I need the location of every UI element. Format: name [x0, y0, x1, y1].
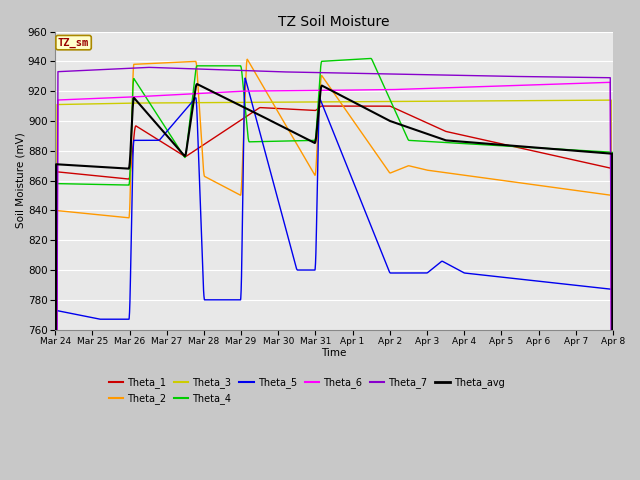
Theta_3	[115, 100, 123, 106]
Theta_avg	[598, 150, 606, 156]
Theta_2	[289, 135, 297, 141]
Theta_5	[115, 316, 123, 322]
Theta_3	[607, 97, 615, 103]
Theta_7	[289, 69, 297, 75]
Theta_6	[148, 93, 156, 99]
Theta_3	[265, 99, 273, 105]
Theta_avg	[289, 129, 297, 135]
Theta_1	[115, 175, 123, 181]
Line: Theta_6: Theta_6	[55, 82, 613, 480]
Theta_4	[148, 104, 156, 109]
Theta_6	[607, 79, 614, 85]
Theta_7	[115, 66, 123, 72]
Theta_2	[243, 56, 251, 62]
Theta_7	[598, 75, 606, 81]
Theta_5	[241, 75, 249, 81]
Theta_6	[598, 80, 605, 85]
Line: Theta_5: Theta_5	[55, 78, 613, 480]
Theta_5	[598, 285, 606, 291]
Theta_6	[115, 95, 123, 100]
Theta_1	[265, 105, 273, 111]
Theta_7	[148, 65, 156, 71]
Theta_3	[289, 99, 297, 105]
Theta_5	[289, 254, 297, 260]
Theta_avg	[266, 117, 273, 123]
Line: Theta_7: Theta_7	[55, 67, 613, 480]
Theta_avg	[148, 116, 156, 121]
Theta_1	[289, 107, 297, 112]
Theta_5	[148, 137, 156, 143]
Theta_2	[598, 191, 606, 197]
Theta_1	[318, 103, 326, 109]
Theta_avg	[193, 81, 201, 87]
Theta_avg	[115, 165, 123, 171]
Line: Theta_2: Theta_2	[55, 59, 613, 480]
Theta_7	[538, 74, 546, 80]
Theta_4	[289, 138, 297, 144]
Theta_6	[538, 82, 546, 87]
Theta_5	[538, 279, 546, 285]
Theta_1	[598, 163, 606, 169]
Theta_5	[266, 164, 273, 170]
Theta_4	[598, 149, 606, 155]
Theta_4	[265, 139, 273, 144]
X-axis label: Time: Time	[321, 348, 347, 358]
Line: Theta_4: Theta_4	[55, 59, 613, 480]
Theta_avg	[538, 145, 546, 151]
Legend: Theta_1, Theta_2, Theta_3, Theta_4, Theta_5, Theta_6, Theta_7, Theta_avg: Theta_1, Theta_2, Theta_3, Theta_4, Thet…	[105, 373, 508, 408]
Title: TZ Soil Moisture: TZ Soil Moisture	[278, 15, 390, 29]
Theta_4	[115, 182, 123, 188]
Theta_4	[538, 145, 546, 151]
Theta_2	[538, 183, 546, 189]
Theta_3	[598, 97, 605, 103]
Line: Theta_3: Theta_3	[55, 100, 613, 480]
Theta_3	[538, 97, 546, 103]
Theta_4	[367, 56, 374, 61]
Theta_7	[145, 64, 152, 70]
Theta_3	[148, 100, 156, 106]
Y-axis label: Soil Moisture (mV): Soil Moisture (mV)	[15, 133, 25, 228]
Line: Theta_avg: Theta_avg	[55, 84, 613, 480]
Text: TZ_sm: TZ_sm	[58, 37, 89, 48]
Theta_2	[266, 94, 273, 100]
Theta_1	[148, 133, 156, 139]
Theta_1	[538, 150, 546, 156]
Theta_2	[148, 60, 156, 66]
Line: Theta_1: Theta_1	[55, 106, 613, 480]
Theta_6	[289, 88, 297, 94]
Theta_2	[115, 214, 123, 220]
Theta_7	[266, 69, 273, 74]
Theta_6	[265, 88, 273, 94]
